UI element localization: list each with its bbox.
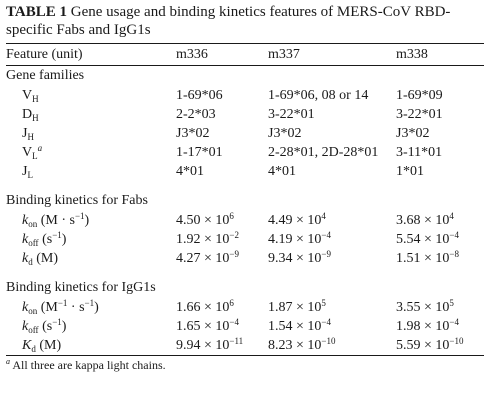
cell-m337: J3*02 — [268, 126, 302, 141]
cell-m337: 1.87 × 105 — [268, 298, 326, 316]
table-row: kd (M) 4.27 × 10−9 9.34 × 10−9 1.51 × 10… — [6, 249, 484, 268]
cell-m338: 1*01 — [396, 164, 424, 179]
table-row: kon (M · s−1) 4.50 × 106 4.49 × 104 3.68… — [6, 211, 484, 230]
cell-m337: 8.23 × 10−10 — [268, 336, 336, 354]
row-label: VLa — [22, 143, 43, 161]
table-row: DH 2-2*03 3-22*01 3-22*01 — [6, 105, 484, 124]
table-row: JL 4*01 4*01 1*01 — [6, 162, 484, 181]
spacer-row — [6, 268, 484, 278]
cell-m336: 9.94 × 10−11 — [176, 336, 244, 354]
footnote-marker: a — [37, 143, 43, 153]
table-footnote: a All three are kappa light chains. — [6, 358, 484, 373]
top-rule — [6, 43, 484, 44]
spacer-row — [6, 181, 484, 191]
table-row: koff (s−1) 1.65 × 10−4 1.54 × 10−4 1.98 … — [6, 317, 484, 336]
table-row: VH 1-69*06 1-69*06, 08 or 14 1-69*09 — [6, 86, 484, 105]
cell-m338: 3-22*01 — [396, 107, 443, 122]
row-label: koff (s−1) — [22, 230, 67, 248]
cell-m337: 3-22*01 — [268, 107, 315, 122]
row-label: Kd (M) — [22, 338, 62, 354]
row-label: JL — [22, 164, 33, 180]
cell-m338: 5.54 × 10−4 — [396, 230, 459, 248]
cell-m336: 2-2*03 — [176, 107, 216, 122]
cell-m337: 4.49 × 104 — [268, 211, 326, 229]
row-label: koff (s−1) — [22, 317, 67, 335]
cell-m338: 5.59 × 10−10 — [396, 336, 464, 354]
section-title: Gene families — [6, 68, 85, 83]
cell-m338: 1-69*09 — [396, 88, 443, 103]
section-gene-families: Gene families — [6, 66, 484, 87]
cell-m336: 4.27 × 10−9 — [176, 249, 239, 267]
data-table: Feature (unit) m336 m337 m338 Gene famil… — [6, 44, 484, 356]
cell-m336: 1-69*06 — [176, 88, 223, 103]
cell-m337: 4.19 × 10−4 — [268, 230, 331, 248]
cell-m336: 4*01 — [176, 164, 204, 179]
cell-m338: 3-11*01 — [396, 145, 443, 160]
row-label: kon (M · s−1) — [22, 211, 90, 229]
cell-m336: 1.92 × 10−2 — [176, 230, 239, 248]
cell-m336: 1.65 × 10−4 — [176, 317, 239, 335]
caption-label: TABLE 1 — [6, 4, 67, 20]
table-caption: TABLE 1 Gene usage and binding kinetics … — [6, 3, 484, 39]
header-m337: m337 — [268, 47, 300, 62]
row-label: JH — [22, 126, 34, 142]
cell-m337: 1.54 × 10−4 — [268, 317, 331, 335]
footnote-mark: a — [6, 357, 10, 366]
section-title: Binding kinetics for IgG1s — [6, 280, 156, 295]
cell-m337: 2-28*01, 2D-28*01 — [268, 145, 379, 160]
footnote-text: All three are kappa light chains. — [10, 358, 166, 372]
section-title: Binding kinetics for Fabs — [6, 193, 148, 208]
table-row: koff (s−1) 1.92 × 10−2 4.19 × 10−4 5.54 … — [6, 230, 484, 249]
table-row: JH J3*02 J3*02 J3*02 — [6, 124, 484, 143]
cell-m336: 1.66 × 106 — [176, 298, 234, 316]
section-igg1s: Binding kinetics for IgG1s — [6, 278, 484, 298]
cell-m338: 1.51 × 10−8 — [396, 249, 459, 267]
header-row: Feature (unit) m336 m337 m338 — [6, 44, 484, 66]
row-label: kd (M) — [22, 251, 58, 267]
table-row: VLa 1-17*01 2-28*01, 2D-28*01 3-11*01 — [6, 143, 484, 162]
cell-m336: 1-17*01 — [176, 145, 223, 160]
cell-m338: J3*02 — [396, 126, 430, 141]
table-row: Kd (M) 9.94 × 10−11 8.23 × 10−10 5.59 × … — [6, 336, 484, 356]
cell-m337: 1-69*06, 08 or 14 — [268, 88, 369, 103]
header-m336: m336 — [176, 47, 208, 62]
section-fabs: Binding kinetics for Fabs — [6, 191, 484, 211]
cell-m336: J3*02 — [176, 126, 210, 141]
table-figure: TABLE 1 Gene usage and binding kinetics … — [6, 3, 484, 373]
cell-m336: 4.50 × 106 — [176, 211, 234, 229]
cell-m338: 3.55 × 105 — [396, 298, 454, 316]
cell-m338: 1.98 × 10−4 — [396, 317, 459, 335]
cell-m337: 4*01 — [268, 164, 296, 179]
cell-m337: 9.34 × 10−9 — [268, 249, 331, 267]
row-label: VH — [22, 88, 39, 104]
table-row: kon (M−1 · s−1) 1.66 × 106 1.87 × 105 3.… — [6, 298, 484, 317]
row-label: kon (M−1 · s−1) — [22, 298, 99, 316]
cell-m338: 3.68 × 104 — [396, 211, 454, 229]
row-label: DH — [22, 107, 39, 123]
caption-text: Gene usage and binding kinetics features… — [6, 4, 451, 38]
header-feature: Feature (unit) — [6, 47, 83, 62]
header-m338: m338 — [396, 47, 428, 62]
